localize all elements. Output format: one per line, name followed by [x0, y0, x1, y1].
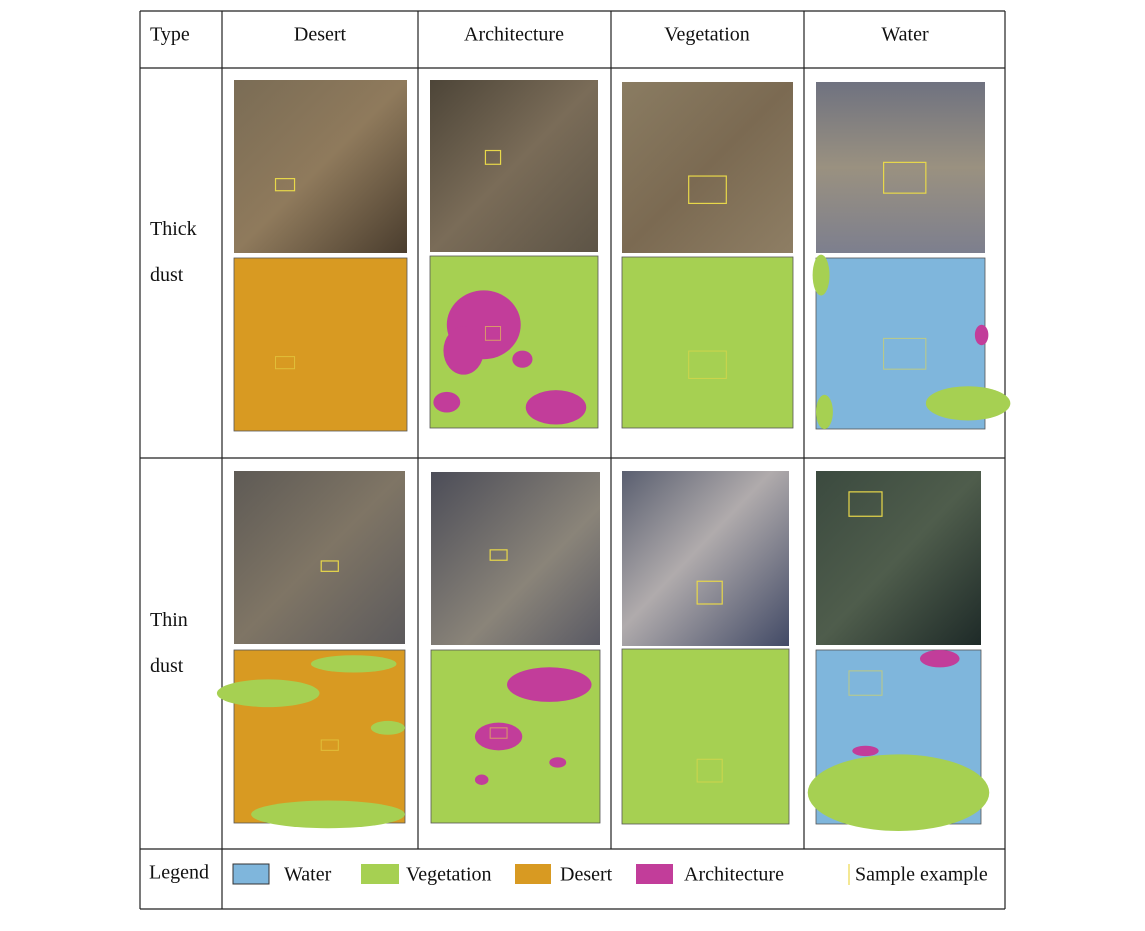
- row-label: Thin dust: [150, 609, 188, 677]
- satellite-image: [431, 472, 600, 645]
- satellite-image: [234, 80, 407, 253]
- class-region: [812, 254, 830, 296]
- sample-box: [696, 758, 723, 783]
- legend-swatch: [232, 863, 270, 885]
- header-cell: Water: [881, 24, 929, 46]
- sample-box: [484, 149, 502, 165]
- sample-box: [883, 337, 927, 370]
- class-region: [525, 390, 587, 425]
- satellite-image: [234, 471, 405, 644]
- classification-map: [233, 649, 406, 824]
- legend-item: Sample example: [855, 864, 988, 886]
- legend-item: Water: [284, 864, 332, 886]
- sample-box: [688, 175, 727, 205]
- class-region: [852, 745, 879, 757]
- satellite-image: [816, 471, 981, 645]
- class-region: [807, 754, 990, 831]
- class-region: [474, 722, 523, 751]
- legend-label: Legend: [149, 862, 209, 884]
- image-grid: [216, 80, 1011, 831]
- class-region: [251, 800, 405, 829]
- class-region: [507, 667, 592, 702]
- legend-item: Desert: [560, 864, 613, 886]
- row-label: Thick dust: [150, 218, 197, 286]
- legend-swatch: [361, 864, 399, 884]
- header-cell: Type: [150, 24, 190, 46]
- legend-item: Vegetation: [406, 864, 492, 886]
- legend-item: Architecture: [684, 864, 784, 886]
- class-region: [549, 757, 567, 768]
- class-region: [925, 386, 1011, 421]
- sample-box: [484, 326, 502, 341]
- sample-box: [489, 549, 508, 561]
- class-region: [974, 324, 989, 346]
- sample-box: [275, 356, 296, 370]
- satellite-image: [816, 82, 985, 253]
- class-region: [433, 391, 461, 413]
- sample-box: [882, 161, 927, 194]
- sample-box: [848, 491, 883, 517]
- legend-swatch: [515, 864, 551, 884]
- class-region: [816, 394, 833, 429]
- sample-box: [320, 560, 339, 572]
- classification-map: [621, 648, 790, 825]
- sample-box: [696, 580, 723, 605]
- table-lines: [139, 10, 1006, 910]
- header-cell: Vegetation: [664, 24, 750, 46]
- class-region: [443, 326, 484, 375]
- class-region: [512, 350, 533, 368]
- sample-box: [848, 670, 883, 696]
- class-region: [370, 720, 405, 735]
- legend-swatch: [636, 864, 673, 884]
- class-region: [919, 650, 960, 668]
- sample-box: [320, 739, 339, 751]
- sample-box: [489, 727, 508, 739]
- sample-box: [274, 178, 296, 192]
- sample-box: [688, 350, 727, 379]
- header-cell: Desert: [294, 24, 347, 46]
- class-region: [474, 774, 489, 785]
- class-region: [310, 655, 397, 673]
- satellite-image: [622, 82, 793, 253]
- classification-map: [233, 257, 408, 432]
- class-region: [216, 679, 320, 708]
- satellite-image: [430, 80, 598, 252]
- header-cell: Architecture: [464, 24, 564, 46]
- classification-map: [621, 256, 794, 429]
- satellite-image: [622, 471, 789, 646]
